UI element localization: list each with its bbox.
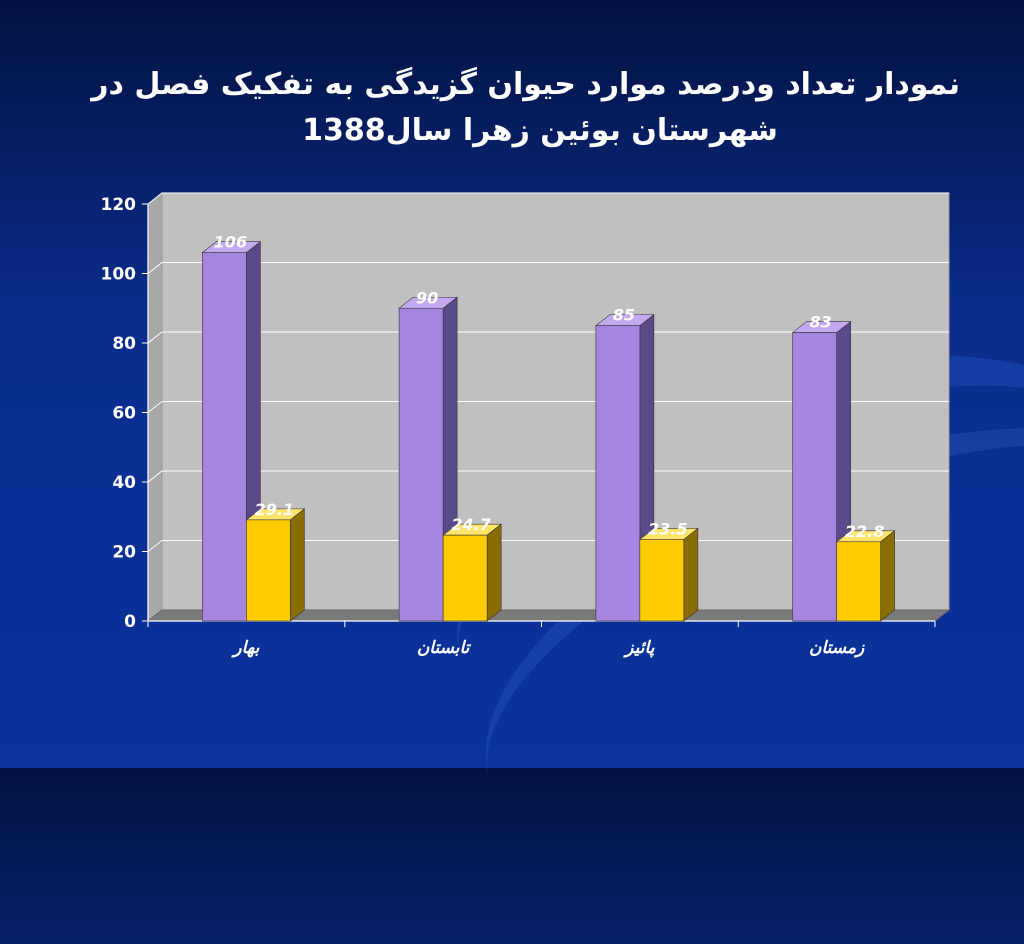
y-tick-label: 120 [101,195,137,215]
gridline [147,470,949,483]
data-label: 29.1 [255,500,294,519]
x-tick-label: بهار [230,638,259,658]
data-label: 22.8 [845,522,884,541]
bar-percent [639,539,685,622]
data-label: 106 [214,233,247,252]
bar-side [880,530,895,622]
data-label: 23.5 [648,519,687,538]
bar-percent [836,541,881,622]
y-tick-label: 40 [112,473,136,493]
x-tick-label: تابستان [417,638,472,658]
chart-title-line-1: نمودار تعداد ودرصد موارد حیوان گزیدگی به… [91,67,960,102]
bar-chart: 0 20 40 60 80 100 120 106 29.1 بهار 90 24.7 تابستان 8… [101,191,951,658]
x-tick-label: پائیز [622,638,654,658]
chart-title: نمودار تعداد ودرصد موارد حیوان گزیدگی به… [91,62,960,154]
data-label: 24.7 [451,515,491,534]
bar-count [202,252,247,622]
bar-count [595,325,641,622]
gridline [147,192,949,205]
y-tick-label: 80 [112,334,136,354]
y-tick-label: 60 [112,404,136,424]
bar-count [398,307,444,622]
y-tick-label: 20 [112,543,136,563]
data-label: 90 [416,288,438,307]
bar-percent [442,534,488,622]
y-tick-label: 100 [101,265,137,285]
x-tick-label: زمستان [809,638,865,658]
gridline [147,401,949,413]
chart-title-line-2: شهرستان بوئین زهرا سال1388 [302,113,778,148]
bar-count [792,332,837,622]
data-label: 85 [613,306,635,325]
gridline [147,331,949,344]
bar-side [486,523,502,622]
bar-percent [246,519,291,622]
gridline [147,262,949,274]
y-tick-label: 0 [124,612,136,632]
bar-side [290,508,305,622]
bar-side [683,527,699,622]
data-label: 83 [809,313,831,332]
